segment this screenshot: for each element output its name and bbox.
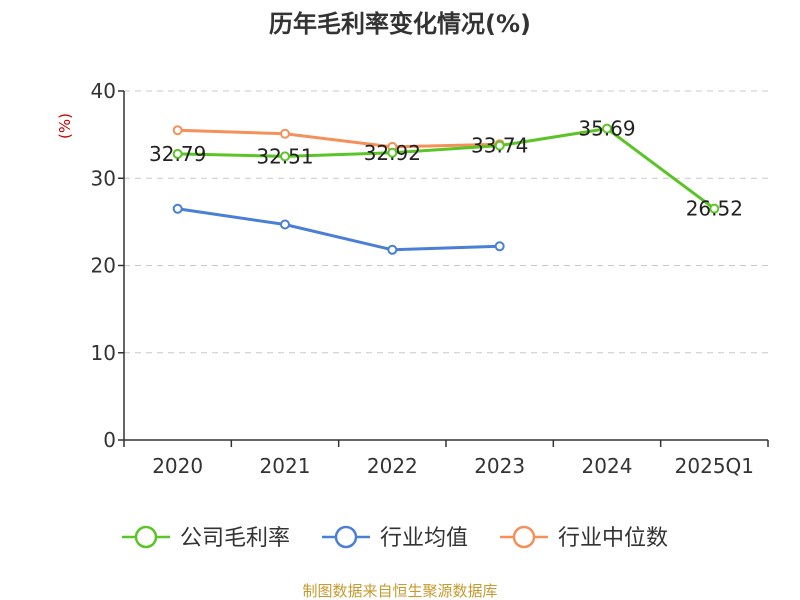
data-point[interactable]	[602, 123, 612, 134]
data-point[interactable]	[709, 203, 720, 214]
data-label: 26.52	[686, 197, 743, 221]
axes: 0 10 20 30 40 2020 2021 2022 2023 2024 2025Q1	[91, 79, 769, 478]
data-point[interactable]	[280, 151, 290, 162]
legend-swatch-marker	[512, 525, 536, 549]
data-labels: 32.79 32.51 32.92 33.74 35.69 26.52	[149, 117, 743, 221]
x-tick-label: 2020	[152, 454, 203, 478]
legend-item-1[interactable]: 行业均值	[322, 525, 468, 551]
x-tick-label: 2021	[260, 454, 311, 478]
series-line-0	[177, 127, 716, 210]
grid	[124, 90, 768, 354]
series-line-1	[177, 207, 500, 252]
y-tick-label: 30	[91, 166, 116, 190]
legend-item-2[interactable]: 行业中位数	[500, 525, 668, 551]
data-point[interactable]	[280, 219, 290, 230]
data-point[interactable]	[172, 148, 183, 159]
legend-label: 行业均值	[380, 526, 468, 551]
y-tick-label: 40	[91, 79, 116, 103]
data-label: 32.92	[364, 141, 421, 165]
series-lines	[172, 123, 720, 255]
data-label: 35.69	[578, 117, 635, 141]
legend[interactable]: 公司毛利率 行业均值 行业中位数	[122, 525, 668, 551]
legend-swatch-marker	[134, 525, 158, 549]
x-tick-label: 2022	[367, 454, 418, 478]
y-tick-label: 0	[103, 428, 116, 452]
legend-label: 行业中位数	[558, 526, 668, 551]
data-point[interactable]	[172, 125, 183, 136]
y-tick-label: 10	[91, 341, 116, 365]
legend-swatch-marker	[334, 525, 358, 549]
data-point[interactable]	[387, 147, 398, 158]
legend-item-0[interactable]: 公司毛利率	[122, 525, 290, 551]
data-point[interactable]	[280, 128, 290, 139]
chart-title: 历年毛利率变化情况(%)	[269, 10, 531, 38]
legend-label: 公司毛利率	[180, 526, 290, 551]
data-point[interactable]	[494, 241, 505, 252]
data-label: 32.79	[149, 142, 206, 166]
data-point[interactable]	[172, 203, 183, 214]
x-tick-label: 2023	[474, 454, 525, 478]
x-tick-label: 2025Q1	[675, 454, 754, 478]
data-label: 32.51	[256, 144, 313, 168]
x-tick-label: 2024	[582, 454, 633, 478]
source-note: 制图数据来自恒生聚源数据库	[302, 582, 497, 600]
y-tick-label: 20	[91, 254, 116, 278]
y-axis-label: (%)	[56, 113, 74, 139]
data-point[interactable]	[387, 244, 398, 255]
series-line-2	[177, 128, 500, 149]
data-label: 33.74	[471, 134, 528, 158]
data-point[interactable]	[494, 140, 505, 151]
